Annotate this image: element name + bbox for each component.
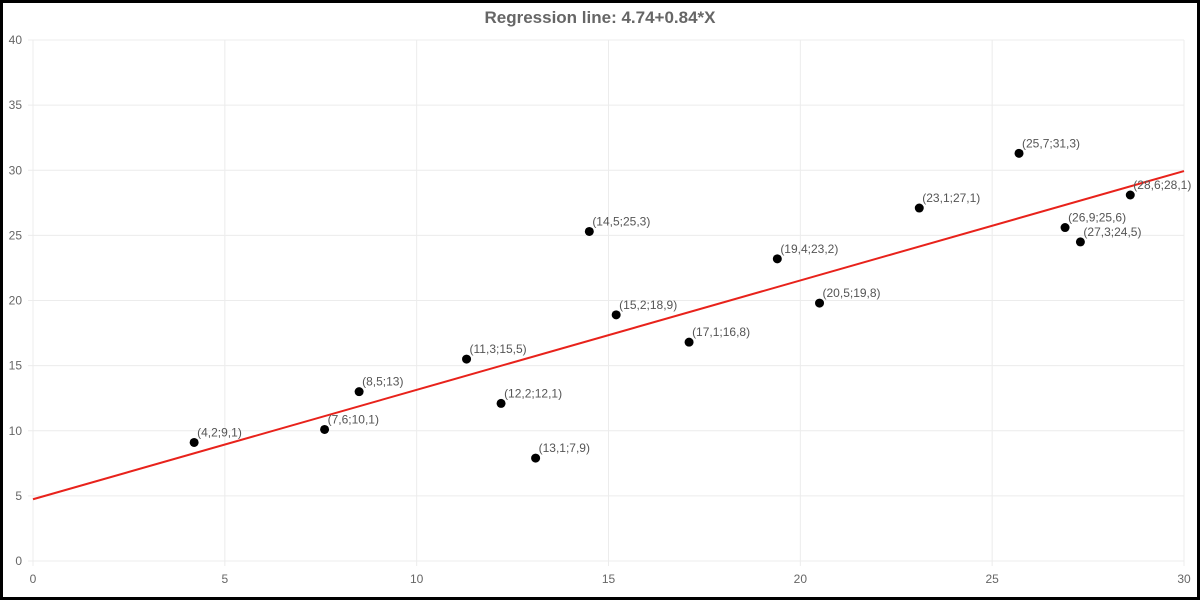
data-label: (25,7;31,3) [1022,136,1080,150]
data-point [815,298,825,308]
data-point [354,387,364,397]
y-tick-label: 0 [15,554,22,568]
regression-line [32,170,1185,501]
x-tick-label: 30 [1177,572,1191,586]
data-label: (15,2;18,9) [619,298,677,312]
y-tick-label: 20 [9,294,23,308]
data-point [1014,148,1024,158]
y-tick-label: 30 [9,163,23,177]
data-label: (4,2;9,1) [197,425,242,439]
data-label: (12,2;12,1) [504,386,562,400]
regression-layer [32,170,1185,501]
data-label: (7,6;10,1) [328,412,379,426]
y-tick-label: 35 [9,98,23,112]
x-tick-label: 5 [221,572,228,586]
data-label: (27,3;24,5) [1083,225,1141,239]
data-label: (19,4;23,2) [780,242,838,256]
data-point [584,226,594,236]
data-point [320,424,330,434]
data-point [684,337,694,347]
data-point [1060,223,1070,233]
grid-layer [28,39,1185,566]
data-point [189,437,199,447]
data-point [462,354,472,364]
x-tick-label: 15 [602,572,616,586]
x-tick-label: 0 [30,572,37,586]
data-point [1125,190,1135,200]
data-point [611,310,621,320]
x-tick-label: 10 [410,572,424,586]
data-label: (13,1;7,9) [539,441,590,455]
y-tick-label: 40 [9,33,23,47]
data-point [1075,237,1085,247]
x-tick-label: 25 [985,572,999,586]
data-point [496,398,506,408]
tick-labels: 0 5 10 15 20 25 30 0 5 10 15 20 25 30 35 40 [9,33,1191,586]
data-label: (26,9;25,6) [1068,211,1126,225]
x-tick-label: 20 [794,572,808,586]
y-tick-label: 5 [15,489,22,503]
data-point [914,203,924,213]
y-tick-label: 15 [9,359,23,373]
data-point [531,453,541,463]
data-label: (17,1;16,8) [692,325,750,339]
data-label: (28,6;28,1) [1133,178,1191,192]
data-point [772,254,782,264]
chart-title: Regression line: 4.74+0.84*X [484,8,716,27]
y-tick-label: 10 [9,424,23,438]
y-tick-label: 25 [9,228,23,242]
data-label: (23,1;27,1) [922,191,980,205]
points-layer [189,148,1135,463]
data-label: (20,5;19,8) [823,286,881,300]
data-labels-layer: (4,2;9,1) (7,6;10,1) (8,5;13) (11,3;15,5) (1… [197,136,1191,455]
data-label: (8,5;13) [362,375,403,389]
data-label: (11,3;15,5) [470,342,527,356]
data-label: (14,5;25,3) [592,214,650,228]
